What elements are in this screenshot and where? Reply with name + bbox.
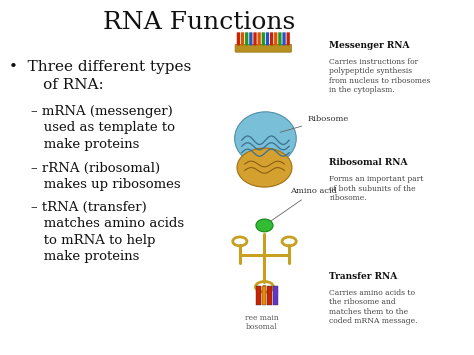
Text: Amino acid: Amino acid [267, 187, 337, 224]
Bar [256, 286, 261, 305]
Text: Forms an important part
of both subunits of the
ribosome.: Forms an important part of both subunits… [329, 175, 424, 202]
Text: Messenger RNA: Messenger RNA [329, 41, 410, 50]
Text: Transfer RNA: Transfer RNA [329, 272, 398, 280]
Ellipse shape [237, 148, 292, 187]
FancyBboxPatch shape [283, 32, 286, 45]
Text: – mRNA (messenger)
   used as template to
   make proteins: – mRNA (messenger) used as template to m… [31, 105, 175, 151]
Text: – tRNA (transfer)
   matches amino acids
   to mRNA to help
   make proteins: – tRNA (transfer) matches amino acids to… [31, 201, 184, 263]
FancyBboxPatch shape [235, 44, 292, 52]
FancyBboxPatch shape [245, 32, 248, 45]
Text: RNA Functions: RNA Functions [103, 11, 295, 34]
FancyBboxPatch shape [270, 32, 273, 45]
FancyBboxPatch shape [241, 32, 244, 45]
Text: Ribosomal RNA: Ribosomal RNA [329, 158, 408, 167]
Text: ree main
bosomal: ree main bosomal [245, 314, 279, 331]
Bar [273, 286, 278, 305]
FancyBboxPatch shape [257, 32, 261, 45]
FancyBboxPatch shape [274, 32, 277, 45]
FancyBboxPatch shape [237, 32, 240, 45]
Circle shape [256, 219, 273, 232]
Text: Carries amino acids to
the ribosome and
matches them to the
coded mRNA message.: Carries amino acids to the ribosome and … [329, 289, 418, 325]
FancyBboxPatch shape [278, 32, 282, 45]
Text: Carries instructions for
polypeptide synthesis
from nucleus to ribosomes
in the : Carries instructions for polypeptide syn… [329, 58, 431, 94]
FancyBboxPatch shape [266, 32, 269, 45]
FancyBboxPatch shape [254, 32, 257, 45]
Text: •  Three different types
       of RNA:: • Three different types of RNA: [9, 60, 191, 92]
Bar [267, 286, 272, 305]
FancyBboxPatch shape [262, 32, 265, 45]
Bar [262, 286, 266, 305]
Text: Ribosome: Ribosome [280, 115, 348, 132]
Ellipse shape [235, 112, 296, 165]
FancyBboxPatch shape [286, 32, 290, 45]
Text: – rRNA (ribosomal)
   makes up ribosomes: – rRNA (ribosomal) makes up ribosomes [31, 162, 181, 191]
FancyBboxPatch shape [249, 32, 253, 45]
